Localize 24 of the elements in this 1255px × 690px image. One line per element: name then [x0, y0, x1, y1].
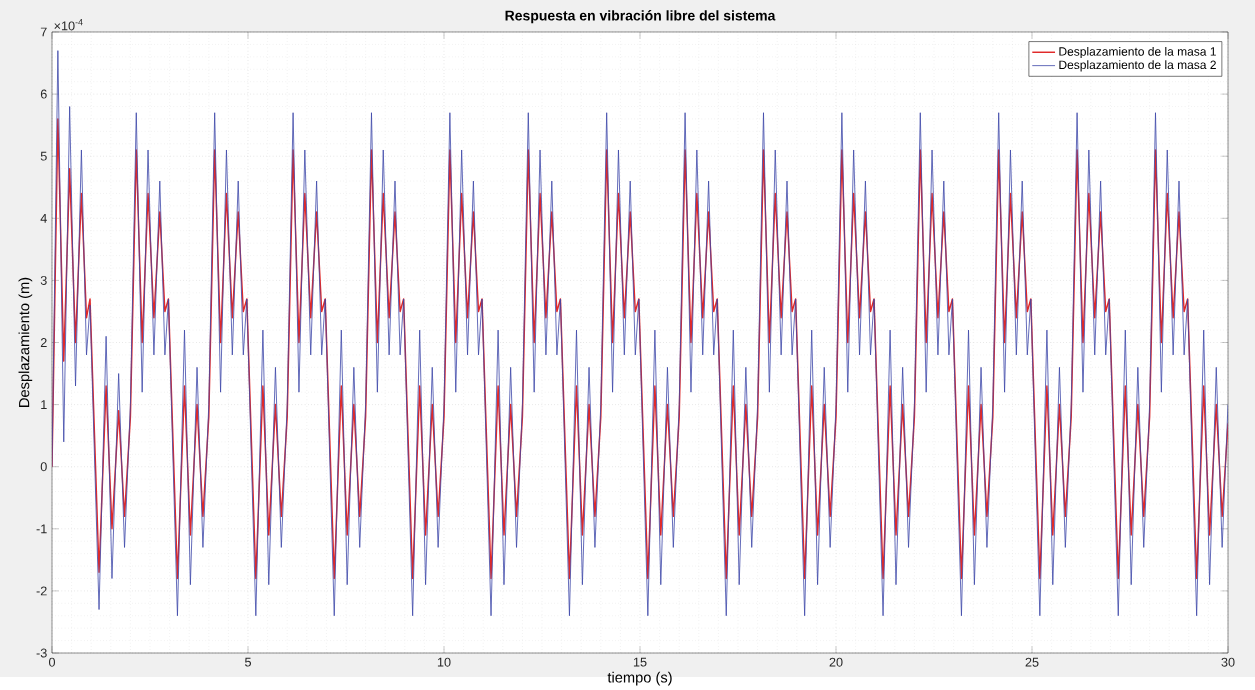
chart-title: Respuesta en vibración libre del sistema	[505, 10, 776, 24]
y-tick-label: 1	[41, 400, 47, 409]
x-tick-label: 15	[633, 657, 647, 667]
x-tick-label: 20	[829, 657, 843, 667]
text: ×10$^{-4}$	[54, 19, 83, 31]
y-tick-label: 0	[40, 462, 47, 472]
y-tick-label: -2	[36, 586, 47, 596]
y-tick-label: 6	[40, 89, 47, 99]
y-tick-label: 4	[40, 213, 47, 223]
y-tick-label: -1	[36, 524, 47, 534]
x-tick-label: 5	[244, 657, 251, 667]
x-tick-label: 30	[1221, 657, 1235, 667]
y-axis-title: Desplazamiento (m)	[18, 277, 33, 407]
legend-label: Desplazamiento de la masa 1	[1059, 46, 1216, 59]
y-tick-label: 3	[40, 275, 47, 285]
y-tick-label: -3	[36, 648, 47, 658]
y-tick-label: 7	[40, 27, 47, 37]
y-tick-label: 2	[40, 338, 47, 347]
legend-label: Desplazamiento de la masa 2	[1059, 60, 1216, 72]
x-axis-title: tiempo (s)	[607, 671, 672, 686]
x-tick-label: 10	[437, 657, 451, 667]
x-tick-label: 25	[1025, 657, 1039, 667]
y-tick-label: 5	[40, 151, 47, 161]
x-tick-label: 0	[48, 657, 56, 667]
